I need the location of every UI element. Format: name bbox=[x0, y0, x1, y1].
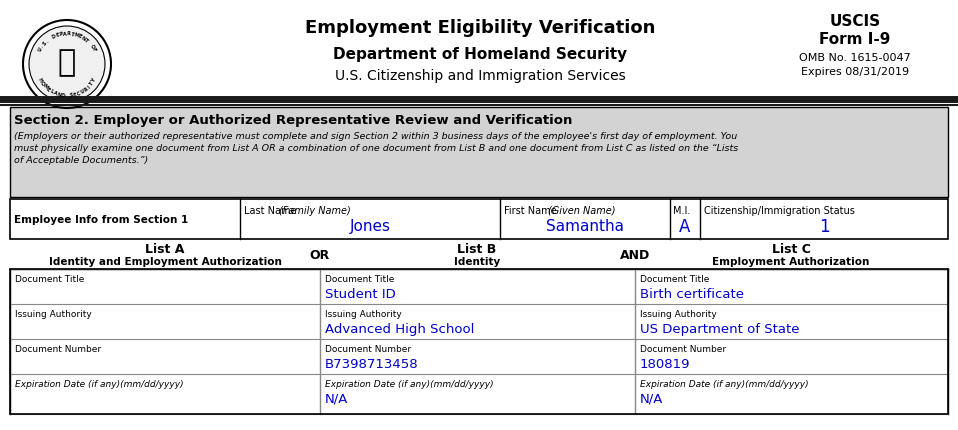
Text: C: C bbox=[77, 90, 81, 96]
Text: M: M bbox=[41, 83, 49, 90]
Text: L: L bbox=[49, 89, 54, 95]
Text: D: D bbox=[51, 34, 57, 40]
Text: of Acceptable Documents.”): of Acceptable Documents.”) bbox=[14, 156, 148, 165]
Text: Expiration Date (if any)(mm/dd/yyyy): Expiration Date (if any)(mm/dd/yyyy) bbox=[640, 379, 809, 388]
Text: E: E bbox=[56, 33, 60, 38]
Text: Issuing Authority: Issuing Authority bbox=[640, 309, 717, 318]
Circle shape bbox=[29, 27, 105, 103]
Text: AND: AND bbox=[620, 249, 650, 262]
Text: N: N bbox=[57, 92, 61, 98]
Text: (Given Name): (Given Name) bbox=[548, 206, 615, 215]
Text: R: R bbox=[67, 31, 71, 37]
Text: R: R bbox=[82, 86, 89, 92]
Text: F: F bbox=[91, 47, 97, 52]
Text: Document Title: Document Title bbox=[15, 274, 84, 283]
Text: U: U bbox=[37, 46, 43, 52]
Text: T: T bbox=[83, 38, 89, 44]
Text: Jones: Jones bbox=[350, 219, 391, 234]
Text: N: N bbox=[80, 35, 86, 42]
Text: Document Title: Document Title bbox=[325, 274, 395, 283]
Bar bbox=[10, 269, 948, 414]
Text: N/A: N/A bbox=[640, 392, 663, 405]
Text: U: U bbox=[80, 89, 85, 95]
Text: T: T bbox=[88, 81, 95, 86]
Text: (Family Name): (Family Name) bbox=[279, 206, 351, 215]
Text: Last Name: Last Name bbox=[244, 206, 300, 215]
Text: List A: List A bbox=[146, 243, 185, 256]
Text: Advanced High School: Advanced High School bbox=[325, 322, 474, 335]
Text: Y: Y bbox=[91, 77, 97, 83]
Text: Expiration Date (if any)(mm/dd/yyyy): Expiration Date (if any)(mm/dd/yyyy) bbox=[15, 379, 184, 388]
Text: must physically examine one document from List A OR a combination of one documen: must physically examine one document fro… bbox=[14, 144, 739, 153]
Text: Expiration Date (if any)(mm/dd/yyyy): Expiration Date (if any)(mm/dd/yyyy) bbox=[325, 379, 493, 388]
Text: O: O bbox=[39, 80, 46, 87]
Text: Form I-9: Form I-9 bbox=[819, 32, 891, 47]
Text: Identity and Employment Authorization: Identity and Employment Authorization bbox=[49, 256, 282, 266]
Text: U.S. Citizenship and Immigration Services: U.S. Citizenship and Immigration Service… bbox=[334, 69, 626, 83]
Text: Expires 08/31/2019: Expires 08/31/2019 bbox=[801, 67, 909, 77]
Text: First Name: First Name bbox=[504, 206, 559, 215]
Text: Document Number: Document Number bbox=[15, 344, 102, 353]
Text: H: H bbox=[37, 77, 43, 83]
Text: OR: OR bbox=[309, 249, 331, 262]
Text: Section 2. Employer or Authorized Representative Review and Verification: Section 2. Employer or Authorized Repres… bbox=[14, 114, 572, 127]
Text: Employee Info from Section 1: Employee Info from Section 1 bbox=[14, 215, 189, 224]
Text: Student ID: Student ID bbox=[325, 287, 396, 300]
Text: A: A bbox=[63, 31, 67, 37]
Text: List C: List C bbox=[771, 243, 810, 256]
Text: 180819: 180819 bbox=[640, 357, 691, 370]
Text: Birth certificate: Birth certificate bbox=[640, 287, 744, 300]
Text: Employment Eligibility Verification: Employment Eligibility Verification bbox=[305, 19, 655, 37]
Text: E: E bbox=[73, 92, 78, 98]
Text: 🦅: 🦅 bbox=[57, 49, 76, 77]
Text: I: I bbox=[86, 84, 91, 89]
Text: M.I.: M.I. bbox=[673, 206, 691, 215]
Text: E: E bbox=[78, 34, 82, 40]
Text: T: T bbox=[71, 32, 75, 37]
Text: Employment Authorization: Employment Authorization bbox=[713, 256, 870, 266]
Text: B7398713458: B7398713458 bbox=[325, 357, 419, 370]
Text: .: . bbox=[45, 38, 50, 43]
Text: N/A: N/A bbox=[325, 392, 349, 405]
Text: Samantha: Samantha bbox=[546, 219, 624, 234]
Text: Document Number: Document Number bbox=[640, 344, 726, 353]
Text: O: O bbox=[88, 43, 95, 49]
Text: Issuing Authority: Issuing Authority bbox=[15, 309, 92, 318]
Bar bbox=[10, 108, 948, 197]
Text: Document Number: Document Number bbox=[325, 344, 411, 353]
Text: US Department of State: US Department of State bbox=[640, 322, 800, 335]
Text: Issuing Authority: Issuing Authority bbox=[325, 309, 401, 318]
Text: OMB No. 1615-0047: OMB No. 1615-0047 bbox=[799, 53, 911, 63]
Text: A: A bbox=[53, 90, 57, 96]
Text: M: M bbox=[73, 32, 80, 39]
Bar bbox=[10, 200, 948, 240]
Text: (Employers or their authorized representative must complete and sign Section 2 w: (Employers or their authorized represent… bbox=[14, 132, 738, 141]
Text: Department of Homeland Security: Department of Homeland Security bbox=[333, 46, 627, 61]
Text: List B: List B bbox=[457, 243, 496, 256]
Text: D: D bbox=[60, 93, 65, 98]
Text: A: A bbox=[679, 218, 691, 236]
Text: S: S bbox=[42, 40, 48, 46]
Text: Identity: Identity bbox=[454, 256, 500, 266]
Text: USCIS: USCIS bbox=[830, 15, 880, 29]
Text: E: E bbox=[45, 86, 51, 92]
Text: S: S bbox=[69, 93, 73, 98]
Text: 1: 1 bbox=[819, 218, 830, 236]
Text: P: P bbox=[59, 32, 63, 37]
Text: .: . bbox=[39, 44, 45, 49]
Text: Citizenship/Immigration Status: Citizenship/Immigration Status bbox=[704, 206, 855, 215]
Text: Document Title: Document Title bbox=[640, 274, 709, 283]
